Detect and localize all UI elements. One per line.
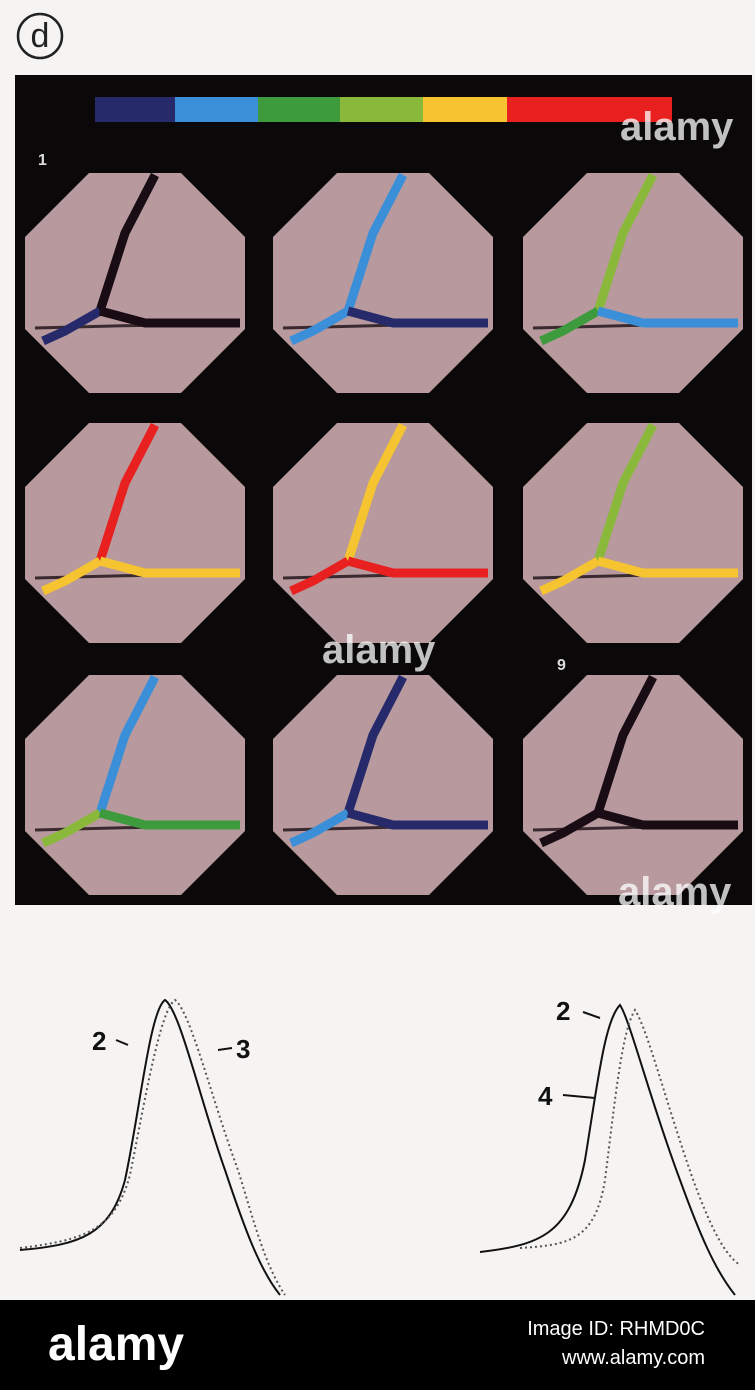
branch (343, 172, 407, 313)
branch (41, 557, 103, 596)
branch (593, 172, 657, 313)
branch (596, 306, 738, 328)
branch (343, 674, 407, 815)
trace-label: 4 (538, 1081, 553, 1111)
grain-frame (523, 173, 743, 393)
branch (95, 172, 159, 313)
branch (343, 422, 407, 563)
branch (596, 556, 738, 578)
watermark: alamy (618, 870, 732, 914)
branch (346, 306, 488, 328)
watermark: alamy (322, 628, 436, 672)
grain-frame (273, 675, 493, 895)
image-id: Image ID: RHMD0C (527, 1318, 705, 1340)
frame-label: 9 (557, 657, 566, 674)
panels (25, 172, 743, 895)
branch (95, 422, 159, 563)
branch (346, 808, 488, 830)
leader (562, 1094, 596, 1099)
branch (596, 808, 738, 830)
branch (95, 674, 159, 815)
grain-frame (523, 423, 743, 643)
trace-label: 3 (236, 1034, 250, 1064)
panel-label: d (31, 17, 50, 55)
trace (479, 1003, 736, 1296)
grain-frame (25, 423, 245, 643)
trace-label: 2 (556, 996, 570, 1026)
grain-frame (25, 675, 245, 895)
branch (539, 557, 601, 596)
branch (346, 556, 488, 578)
branch (98, 556, 240, 578)
trace (519, 1008, 741, 1266)
branch (539, 809, 601, 848)
branch (289, 557, 351, 596)
color-bar-segment (340, 97, 423, 122)
footer-logo: alamy (48, 1318, 184, 1371)
grain-frame (273, 423, 493, 643)
trace-label: 2 (92, 1026, 106, 1056)
grain-frame (273, 173, 493, 393)
color-bar-segment (175, 97, 258, 122)
branch (289, 809, 351, 848)
trace-labels: 2 3 2 4 (92, 996, 570, 1111)
label-circle (16, 12, 64, 60)
branch (41, 809, 103, 848)
branch (41, 307, 103, 346)
color-bar-segment (423, 97, 507, 122)
branch (98, 306, 240, 328)
footer (0, 1300, 755, 1390)
color-bar (95, 97, 672, 122)
leader (217, 1047, 233, 1051)
color-bar-segment (95, 97, 175, 122)
branch (289, 307, 351, 346)
grain-frame (523, 675, 743, 895)
color-bar-segment (258, 97, 340, 122)
traces (19, 998, 741, 1296)
leader (582, 1011, 601, 1019)
watermark: alamy (620, 105, 734, 149)
leader (115, 1039, 129, 1046)
grain-frame (25, 173, 245, 393)
branch (98, 808, 240, 830)
branch (593, 674, 657, 815)
footer-url: www.alamy.com (561, 1347, 705, 1369)
branch (593, 422, 657, 563)
color-bar-segment (507, 97, 672, 122)
trace (19, 998, 286, 1296)
trace (19, 998, 281, 1296)
frame-label: 1 (38, 152, 47, 169)
branch (539, 307, 601, 346)
